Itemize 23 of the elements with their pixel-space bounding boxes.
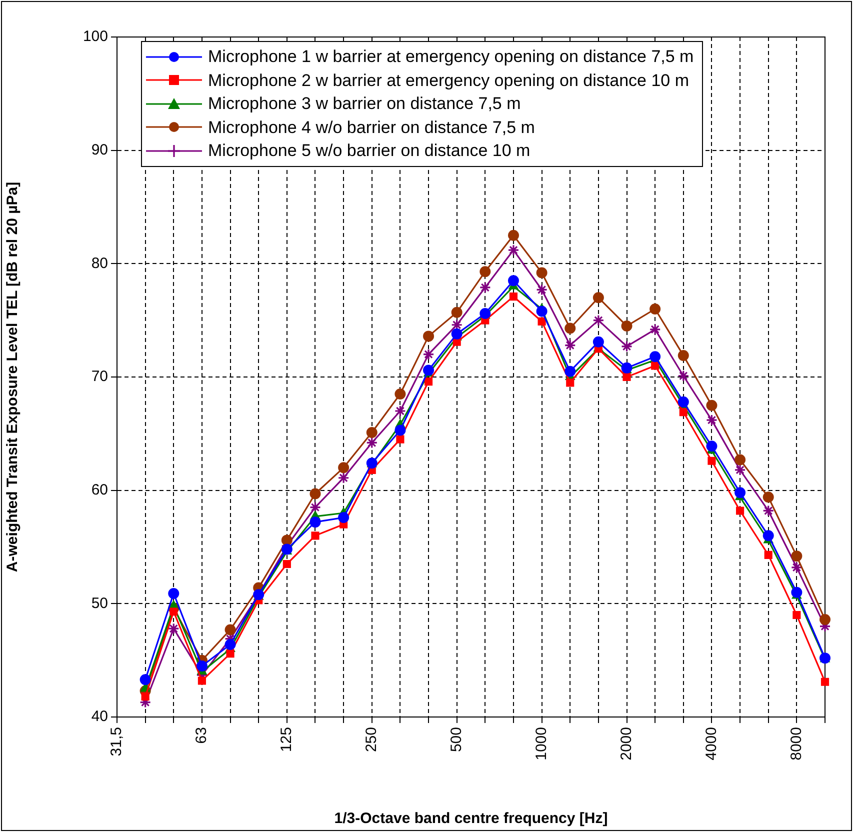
y-tick-label: 100 xyxy=(82,28,108,46)
y-tick-label: 70 xyxy=(91,368,108,386)
y-tick-label: 90 xyxy=(91,141,108,158)
x-tick-label: 2000 xyxy=(618,727,635,760)
x-tick-label: 63 xyxy=(193,727,210,744)
x-tick-label: 1000 xyxy=(532,727,550,760)
legend-label: Microphone 1 w barrier at emergency opening on distance 7,5 m xyxy=(208,46,694,68)
x-tick-label: 4000 xyxy=(702,727,720,760)
x-tick-label: 125 xyxy=(278,727,296,752)
legend-label: Microphone 4 w/o barrier on distance 7,5 m xyxy=(208,116,535,138)
y-axis-title: A-weighted Transit Exposure Level TEL [dB rel 20 µPa] xyxy=(4,182,22,572)
y-tick-label: 40 xyxy=(91,708,108,726)
y-tick-label: 60 xyxy=(91,481,108,498)
x-axis-title: 1/3-Octave band centre frequency [Hz] xyxy=(334,810,608,828)
y-tick-label: 80 xyxy=(91,254,108,272)
x-tick-label: 500 xyxy=(448,727,465,752)
x-tick-label: 8000 xyxy=(788,727,805,760)
legend-label: Microphone 5 w/o barrier on distance 10 m xyxy=(208,140,530,162)
legend-label: Microphone 2 w barrier at emergency opening on distance 10 m xyxy=(208,70,689,92)
x-tick-label: 250 xyxy=(363,727,380,752)
legend-label: Microphone 3 w barrier on distance 7,5 m xyxy=(208,93,521,115)
y-tick-label: 50 xyxy=(91,594,108,612)
x-tick-label: 31,5 xyxy=(108,727,126,756)
